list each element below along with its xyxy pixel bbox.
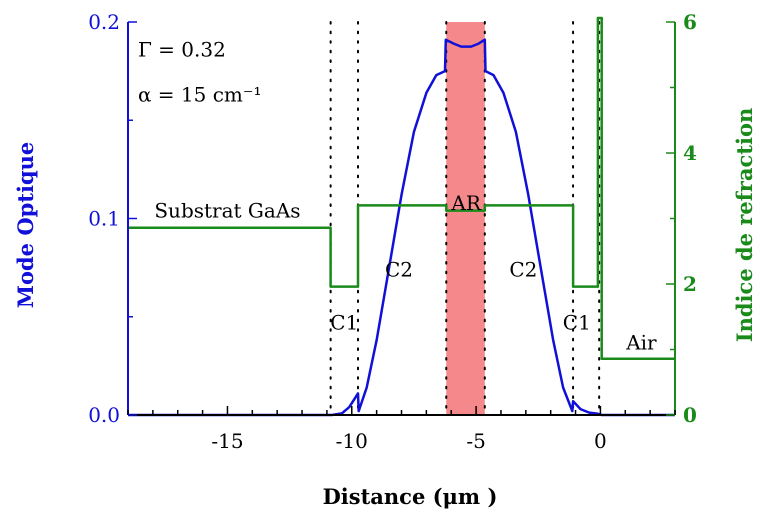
annotation-label: C1 <box>563 311 591 335</box>
refractive-index-line <box>128 16 675 360</box>
annotations-layer: Γ = 0.32 α = 15 cm⁻¹ Substrat GaAs AR C2 C2 C1… <box>138 38 657 355</box>
annotation-label: Air <box>625 330 657 354</box>
annotation-label: Substrat GaAs <box>154 199 300 223</box>
active-region-layer <box>446 22 485 415</box>
annotation-label: α = 15 cm⁻¹ <box>138 83 262 107</box>
active-region-band <box>446 22 485 415</box>
annotation-label: C2 <box>385 258 413 282</box>
left-tick-label: 0.2 <box>88 10 120 34</box>
annotation-label: C2 <box>509 258 537 282</box>
annotation-label: Γ = 0.32 <box>138 38 226 62</box>
x-tick-label: -5 <box>466 429 485 453</box>
right-tick-label: 2 <box>683 272 697 296</box>
right-tick-label: 6 <box>683 10 697 34</box>
left-tick-label: 0.0 <box>88 403 120 427</box>
annotation-label: C1 <box>330 311 358 335</box>
right-tick-label: 0 <box>683 403 697 427</box>
annotation-label: AR <box>450 191 481 215</box>
dotted-guide-lines <box>329 21 601 416</box>
x-tick-label: -10 <box>336 429 368 453</box>
right-axis-title: Indice de refraction <box>732 108 757 342</box>
right-tick-label: 4 <box>683 141 697 165</box>
x-tick-label: 0 <box>594 429 607 453</box>
axes-layer: -15 -10 -5 0 0.0 0.1 0.2 0 2 4 6 <box>88 10 697 453</box>
optical-mode-line <box>128 38 675 417</box>
x-axis-title: Distance (μm ) <box>323 484 498 509</box>
x-tick-label: -15 <box>211 429 243 453</box>
left-tick-label: 0.1 <box>88 207 120 231</box>
left-axis-title: Mode Optique <box>13 142 38 309</box>
series-layer <box>128 16 675 417</box>
